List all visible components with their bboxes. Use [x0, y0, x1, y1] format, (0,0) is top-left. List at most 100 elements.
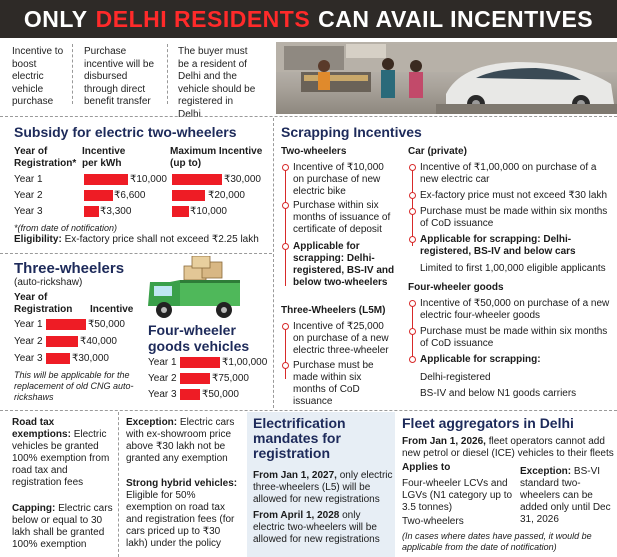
intro-box-3: The buyer must be a resident of Delhi an…	[178, 46, 256, 120]
applies-to-label: Applies to	[402, 462, 451, 473]
scrap-three-wheelers-heading: Three-Wheelers (L5M)	[281, 305, 386, 316]
bullet-item: Purchase must be made within six months …	[409, 206, 610, 230]
three-wheeler-note: This will be applicable for the replacem…	[14, 370, 134, 402]
bullet-item: Incentive of ₹1,00,000 on purchase of a …	[409, 162, 610, 186]
intro-box-1: Incentive to boost electric vehicle purc…	[12, 46, 64, 107]
year-label: Year 1	[14, 174, 43, 185]
three-wheeler-bar	[46, 319, 86, 330]
eligibility-label: Eligibility:	[14, 234, 62, 245]
goods-truck-illustration	[140, 255, 260, 324]
two-wheeler-max-bar	[172, 190, 205, 201]
divider	[167, 44, 168, 104]
year-label: Year 1	[14, 319, 43, 330]
mandate-two-wheelers: From April 1, 2028 only electric two-whe…	[253, 510, 393, 546]
three-wheeler-value: ₹30,000	[72, 353, 109, 364]
year-label: Year 2	[14, 336, 43, 347]
bullet-line	[285, 325, 286, 379]
road-tax-exception: Exception: Electric cars with ex-showroo…	[126, 417, 240, 465]
capping-text: Electric cars below or equal to 30 lakh …	[12, 503, 113, 550]
three-wheeler-value: ₹50,000	[88, 319, 125, 330]
year-label: Year 2	[148, 373, 177, 384]
two-wheeler-max-bar	[172, 206, 189, 217]
bullet-item: Applicable for scrapping: Delhi-register…	[409, 234, 610, 258]
four-wheeler-goods-value: ₹50,000	[202, 389, 239, 400]
two-wheeler-max-bar	[172, 174, 222, 185]
bullet-item: Applicable for scrapping:	[409, 354, 610, 366]
road-tax-exemptions-text: Electric vehicles be granted 100% exempt…	[12, 429, 110, 488]
per-kwh-value: ₹10,000	[130, 174, 167, 185]
two-wheeler-per-kwh-bar	[84, 206, 99, 217]
year-label: Year 2	[14, 190, 43, 201]
fleet-exception: Exception: BS-VI standard two-wheelers c…	[520, 466, 614, 526]
fleet-text: fleet operators cannot add new petrol or…	[402, 436, 614, 459]
footnote: *(from date of notification)	[14, 223, 118, 233]
max-value: ₹20,000	[208, 190, 245, 201]
bullet-item: Incentive of ₹10,000 on purchase of new …	[282, 162, 393, 198]
title-part-3: CAN AVAIL INCENTIVES	[318, 5, 594, 32]
per-kwh-column-header: Incentive per kWh	[82, 146, 126, 169]
bullet-item: Incentive of ₹50,000 on purchase of a ne…	[409, 298, 610, 322]
bullet-line	[412, 166, 413, 246]
bullet-item: Purchase must be made within six months …	[282, 360, 393, 408]
mandate-three-wheelers: From Jan 1, 2027, only electric three-wh…	[253, 470, 393, 506]
bullet-item: Ex-factory price must not exceed ₹30 lak…	[409, 190, 610, 202]
scrap-four-wheeler-goods-heading: Four-wheeler goods	[408, 282, 504, 293]
scrapping-heading: Scrapping Incentives	[281, 124, 422, 140]
capping-label: Capping:	[12, 503, 56, 514]
four-wheeler-goods-bar	[180, 389, 200, 400]
fleet-heading: Fleet aggregators in Delhi	[402, 415, 574, 431]
strong-hybrid-vehicles: Strong hybrid vehicles: Eligible for 50%…	[126, 478, 242, 550]
divider	[273, 118, 274, 408]
bullet-item: Purchase must be made within six months …	[409, 326, 610, 350]
fleet-exception-text: BS-VI standard two-wheelers can be added…	[520, 466, 611, 525]
year-label: Year 3	[148, 389, 177, 400]
per-kwh-value: ₹3,300	[100, 206, 132, 217]
exception-text: Electric cars with ex-showroom price abo…	[126, 417, 235, 464]
bullet-item: Purchase within six months of issuance o…	[282, 200, 393, 236]
four-wheeler-goods-bar	[180, 373, 210, 384]
truck-icon	[148, 255, 240, 318]
title-part-1: ONLY	[23, 5, 88, 32]
two-wheeler-per-kwh-bar	[84, 190, 113, 201]
max-value: ₹10,000	[190, 206, 227, 217]
four-wheeler-goods-value: ₹1,00,000	[222, 357, 268, 368]
divider	[0, 253, 272, 254]
mandate-text: only electric two-wheelers will be allow…	[253, 510, 380, 545]
fleet-date: From Jan 1, 2026,	[402, 436, 486, 447]
electrification-heading: Electrification mandates for registratio…	[253, 415, 346, 461]
mandate-date: From Jan 1, 2027,	[253, 470, 337, 481]
fleet-note: (In cases where dates have passed, it wo…	[402, 531, 592, 552]
scrap-goods-extra: BS-IV and below N1 goods carriers	[420, 388, 577, 399]
three-wheeler-value: ₹40,000	[80, 336, 117, 347]
scrap-goods-extra: Delhi-registered	[420, 372, 491, 383]
road-tax-capping: Capping: Electric cars below or equal to…	[12, 503, 116, 551]
year-column-header: Year of Registration*	[14, 146, 77, 169]
four-wheeler-goods-bar	[180, 357, 220, 368]
three-wheelers-subheading: (auto-rickshaw)	[14, 277, 83, 288]
exception-label: Exception:	[126, 417, 178, 428]
electrification-mandates-box: Electrification mandates for registratio…	[247, 412, 395, 557]
three-wheelers-heading: Three-wheelers	[14, 260, 125, 277]
year-label: Year 3	[14, 353, 43, 364]
hybrid-text: Eligible for 50% exemption on road tax a…	[126, 490, 235, 549]
three-wheeler-bar	[46, 353, 70, 364]
fleet-exception-label: Exception:	[520, 466, 572, 477]
car-limit-text: Limited to first 1,00,000 eligible appli…	[420, 263, 606, 274]
max-incentive-column-header: Maximum Incentive (up to)	[170, 146, 263, 169]
applies-item: Four-wheeler LCVs and LGVs (N1 category …	[402, 478, 513, 513]
title-part-2: DELHI RESIDENTS	[95, 5, 311, 32]
ev-showroom-illustration	[276, 42, 617, 114]
mandate-date: From April 1, 2028	[253, 510, 340, 521]
per-kwh-value: ₹6,600	[114, 190, 146, 201]
two-wheeler-subsidy-heading: Subsidy for electric two-wheelers	[14, 124, 237, 140]
mandate-text: only electric three-wheelers (L5) will b…	[253, 470, 393, 505]
year-column-header: Year of Registration	[14, 292, 73, 315]
bullet-item: Applicable for scrapping: Delhi-register…	[282, 241, 403, 289]
road-tax-exemptions-label: Road tax exemptions:	[12, 417, 71, 440]
road-tax-exemptions: Road tax exemptions: Electric vehicles b…	[12, 417, 112, 489]
four-wheeler-goods-heading: Four-wheeler goods vehicles	[148, 322, 250, 354]
applies-item: Two-wheelers	[402, 516, 464, 527]
max-value: ₹30,000	[224, 174, 261, 185]
bullet-line	[285, 166, 286, 286]
intro-box-2: Purchase incentive will be disbursed thr…	[84, 46, 155, 107]
